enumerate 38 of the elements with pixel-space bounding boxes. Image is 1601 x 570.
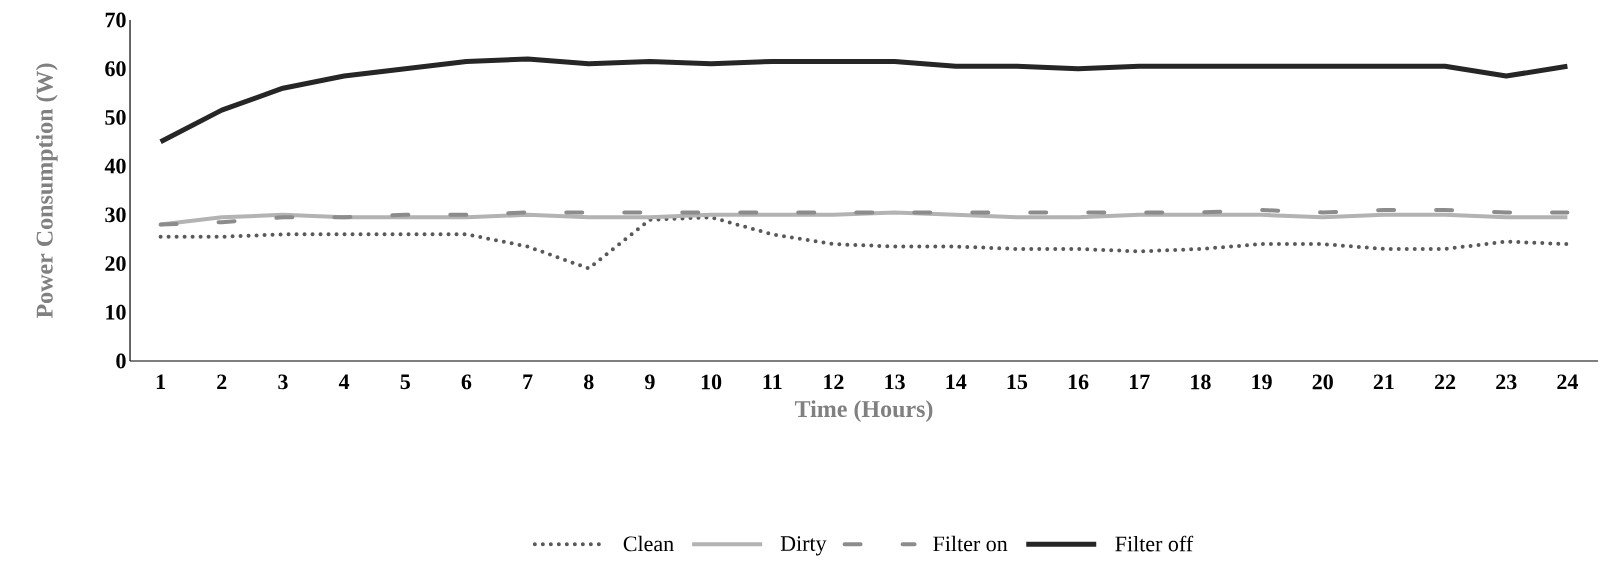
x-tick-label: 4 [338,374,350,389]
y-tick-label: 30 [105,207,126,223]
x-tick-label: 7 [523,374,533,389]
x-tick-label: 9 [645,374,655,390]
y-tick-label: 0 [116,353,126,369]
x-tick-label: 14 [946,374,967,390]
x-axis-title: Time (Hours) [794,400,933,422]
y-tick-label: 20 [105,256,126,271]
x-tick-label: 3 [278,374,288,390]
y-axis-title: Power Consumption (W) [35,63,58,319]
x-tick-label: 8 [584,374,594,390]
legend-label: Dirty [780,536,827,556]
x-tick-label: 17 [1130,374,1150,390]
y-tick-label: 70 [105,12,126,28]
x-tick-label: 12 [824,374,844,390]
x-tick-label: 20 [1312,374,1333,390]
x-tick-label: 22 [1435,374,1456,390]
x-tick-label: 24 [1557,374,1578,390]
y-tick-label: 40 [104,158,126,174]
x-tick-label: 2 [217,374,227,390]
x-tick-label: 15 [1007,374,1028,390]
legend-label: Filter on [933,535,1008,552]
x-tick-label: 10 [701,374,722,390]
x-tick-label: 19 [1252,374,1272,390]
x-tick-label: 1 [156,374,165,390]
legend-label: Clean [623,535,674,552]
x-tick-label: 13 [885,374,905,390]
x-tick-label: 6 [461,374,472,390]
x-tick-label: 5 [400,374,410,390]
y-tick-label: 50 [105,110,126,125]
y-tick-label: 60 [105,61,126,77]
x-tick-label: 18 [1191,374,1211,390]
x-tick-label: 21 [1373,374,1394,390]
x-tick-label: 16 [1068,374,1089,390]
y-tick-label: 10 [106,304,126,320]
x-tick-label: 11 [763,374,782,390]
legend-label: Filter off [1115,535,1194,552]
x-tick-label: 23 [1496,374,1517,390]
